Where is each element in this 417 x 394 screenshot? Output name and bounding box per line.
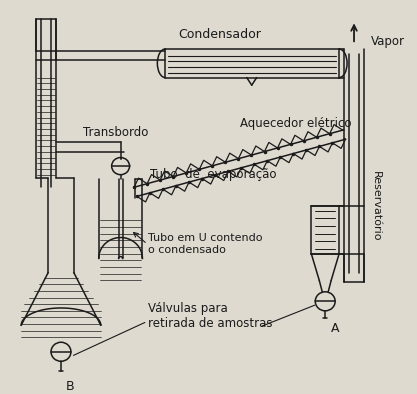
Text: B: B bbox=[66, 380, 75, 393]
Text: Tubo em U contendo
o condensado: Tubo em U contendo o condensado bbox=[148, 233, 263, 255]
Text: Reservatório: Reservatório bbox=[371, 171, 381, 242]
Text: Válvulas para
retirada de amostras: Válvulas para retirada de amostras bbox=[148, 301, 273, 330]
Text: Condensador: Condensador bbox=[178, 28, 261, 41]
Text: Vapor: Vapor bbox=[371, 35, 405, 48]
Text: Aquecedor elétrico: Aquecedor elétrico bbox=[240, 117, 351, 130]
Text: Tubo  de  evaporação: Tubo de evaporação bbox=[151, 168, 277, 181]
Text: A: A bbox=[331, 322, 340, 335]
Text: Transbordo: Transbordo bbox=[83, 126, 148, 139]
